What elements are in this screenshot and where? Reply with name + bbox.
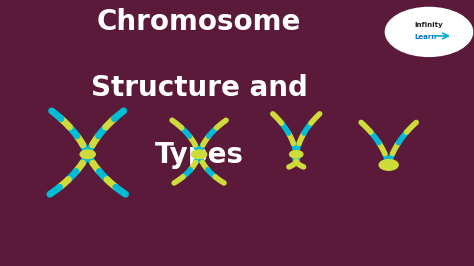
- Circle shape: [379, 160, 398, 170]
- Text: Chromosome: Chromosome: [97, 8, 301, 36]
- Text: Learn: Learn: [414, 34, 436, 40]
- Circle shape: [80, 150, 95, 159]
- Circle shape: [290, 151, 303, 158]
- Text: Infinity: Infinity: [415, 22, 443, 28]
- Text: Structure and: Structure and: [91, 74, 308, 102]
- Circle shape: [385, 7, 473, 56]
- Circle shape: [191, 150, 207, 159]
- Text: Types: Types: [155, 141, 244, 169]
